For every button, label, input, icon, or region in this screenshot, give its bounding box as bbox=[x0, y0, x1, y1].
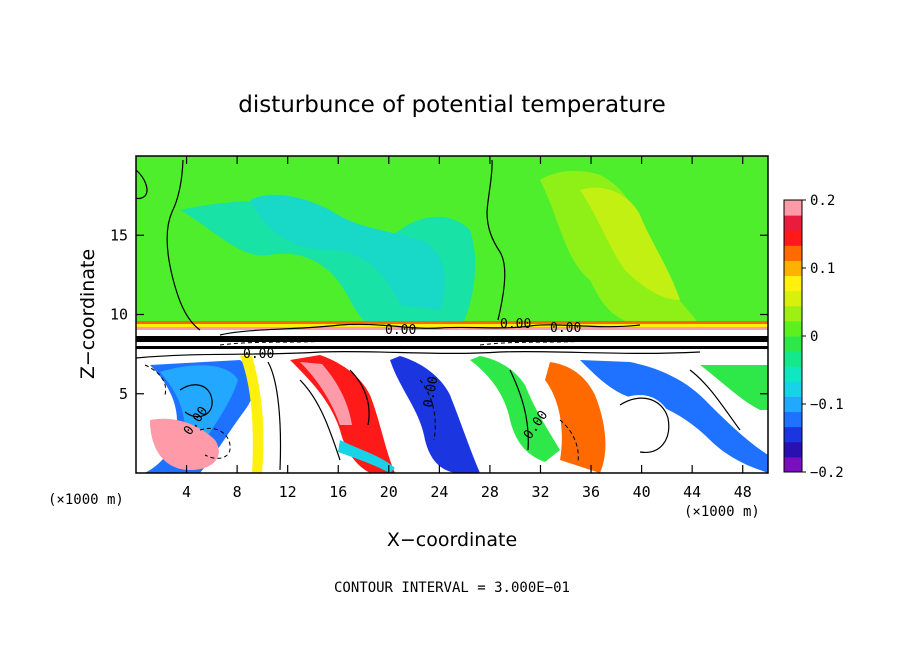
colorbar-ticks: 0.2 0.1 0 −0.1 −0.2 bbox=[802, 193, 844, 481]
contour-line bbox=[136, 350, 701, 359]
x-tick-label: 12 bbox=[279, 483, 297, 501]
contour-line bbox=[267, 361, 282, 471]
green-eddy bbox=[700, 365, 768, 410]
contour-line bbox=[299, 379, 341, 461]
colorbar-swatch bbox=[784, 200, 802, 216]
chart-title: disturbunce of potential temperature bbox=[238, 92, 666, 118]
y-tick-label: 10 bbox=[110, 306, 128, 324]
tropopause-stripe bbox=[136, 346, 768, 349]
contour-label: 0.00 bbox=[550, 321, 581, 336]
contour-label: 0.00 bbox=[243, 347, 274, 362]
colorbar bbox=[784, 200, 802, 473]
contour-line bbox=[166, 159, 201, 331]
contour-line bbox=[136, 169, 148, 200]
pink-plume-core bbox=[300, 362, 352, 425]
contour-line bbox=[619, 397, 670, 453]
contour-label: 0.00 bbox=[385, 323, 416, 338]
x-tick-label: 8 bbox=[233, 483, 242, 501]
colorbar-swatch bbox=[784, 381, 802, 397]
colorbar-swatch bbox=[784, 366, 802, 382]
colorbar-swatch bbox=[784, 336, 802, 352]
x-unit-label-left: (×1000 m) bbox=[48, 492, 124, 508]
colorbar-swatch bbox=[784, 396, 802, 413]
tropopause-stripe bbox=[136, 342, 768, 346]
contour-line bbox=[479, 339, 721, 346]
x-tick-label: 48 bbox=[734, 483, 752, 501]
contour-lines bbox=[136, 159, 741, 471]
contour-label: 0.00 bbox=[421, 375, 441, 408]
contour-line bbox=[219, 339, 461, 346]
x-tick-label: 36 bbox=[582, 483, 600, 501]
x-tick-label: 20 bbox=[380, 483, 398, 501]
x-unit-label-right: (×1000 m) bbox=[684, 504, 760, 520]
contour-line bbox=[144, 364, 167, 396]
yellow-core-upper-right bbox=[580, 187, 680, 300]
colorbar-swatch bbox=[784, 426, 802, 443]
blue-plume bbox=[580, 360, 768, 473]
colorbar-tick-label: 0.1 bbox=[810, 261, 835, 277]
x-axis-label: X−coordinate bbox=[387, 529, 517, 551]
contour-line bbox=[509, 369, 529, 451]
contour-line bbox=[199, 427, 231, 459]
contour-interval-note: CONTOUR INTERVAL = 3.000E−01 bbox=[334, 580, 570, 596]
tropopause-stripe bbox=[136, 336, 768, 342]
x-tick-label: 32 bbox=[531, 483, 549, 501]
yellow-streak bbox=[240, 356, 264, 473]
x-tick-label: 24 bbox=[430, 483, 448, 501]
colorbar-swatch bbox=[784, 441, 802, 458]
colorbar-swatch bbox=[784, 351, 802, 367]
colorbar-swatch bbox=[784, 275, 802, 292]
tropopause-stripe bbox=[136, 327, 768, 330]
y-axis-label: Z−coordinate bbox=[77, 249, 99, 379]
x-tick-label: 44 bbox=[683, 483, 701, 501]
x-axis: 4 8 12 16 20 24 28 32 36 40 44 48 bbox=[182, 156, 752, 501]
contour-label: 0.00 bbox=[500, 317, 531, 332]
colorbar-swatch bbox=[784, 290, 802, 307]
contour-lines-negative bbox=[144, 339, 721, 463]
contour-line bbox=[689, 369, 741, 431]
white-eddy bbox=[616, 395, 674, 459]
cyan-streak bbox=[338, 440, 395, 473]
colorbar-swatch bbox=[784, 245, 802, 261]
colorbar-tick-label: 0.2 bbox=[810, 193, 835, 209]
contour-line bbox=[349, 369, 370, 426]
colorbar-swatch bbox=[784, 260, 802, 277]
tropopause-stripe bbox=[136, 321, 768, 324]
orange-plume bbox=[545, 362, 606, 473]
x-tick-label: 28 bbox=[481, 483, 499, 501]
colorbar-tick-label: −0.2 bbox=[810, 465, 844, 481]
colorbar-tick-label: −0.1 bbox=[810, 397, 844, 413]
tropopause-stripe bbox=[136, 330, 768, 336]
colorbar-swatch bbox=[784, 411, 802, 428]
green-plume bbox=[470, 356, 560, 462]
contour-line bbox=[486, 159, 506, 321]
cyan-core-upper-left bbox=[250, 194, 445, 310]
tropopause-stripe bbox=[136, 349, 768, 355]
y-tick-label: 15 bbox=[110, 226, 128, 244]
colorbar-swatch bbox=[784, 230, 802, 246]
colorbar-swatch bbox=[784, 320, 802, 337]
x-tick-label: 40 bbox=[633, 483, 651, 501]
colorbar-tick-label: 0 bbox=[810, 329, 818, 345]
colorbar-swatch bbox=[784, 456, 802, 473]
contour-line bbox=[419, 379, 436, 441]
x-tick-label: 16 bbox=[329, 483, 347, 501]
contour-line bbox=[179, 384, 213, 418]
colorbar-swatch bbox=[784, 305, 802, 322]
temperature-field bbox=[136, 156, 768, 473]
x-tick-label: 4 bbox=[182, 483, 191, 501]
colorbar-swatch bbox=[784, 215, 802, 231]
pink-eddy bbox=[150, 418, 219, 470]
y-axis: 5 10 15 bbox=[110, 226, 768, 403]
blue-plume-core bbox=[160, 365, 238, 448]
contour-line bbox=[219, 323, 641, 336]
tropopause-stripe bbox=[136, 324, 768, 327]
y-tick-label: 5 bbox=[119, 385, 128, 403]
contour-line bbox=[559, 419, 579, 463]
